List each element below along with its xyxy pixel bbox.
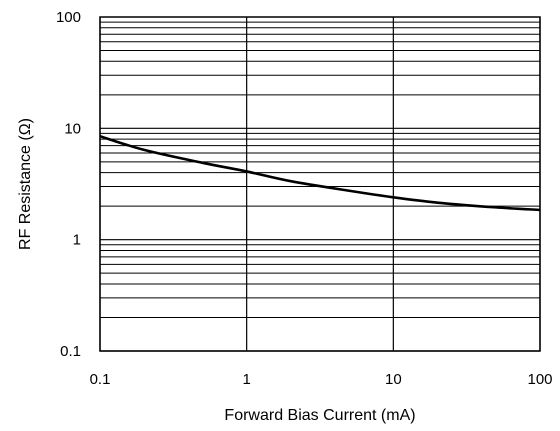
y-gridlines	[100, 21, 540, 352]
plot-frame	[99, 16, 541, 352]
y-tick-label: 1	[73, 232, 81, 249]
y-tick-label: 100	[56, 9, 81, 26]
x-tick-labels: 0.1 1 10 100	[90, 371, 553, 388]
series-line-rf-resistance	[99, 134, 541, 212]
x-tick-label: 1	[242, 371, 250, 388]
x-axis-title: Forward Bias Current (mA)	[224, 407, 415, 424]
x-tick-label: 100	[527, 371, 552, 388]
y-tick-label: 10	[64, 120, 81, 137]
y-tick-labels: 0.1 1 10 100	[56, 9, 81, 360]
y-axis-title: RF Resistance (Ω)	[17, 118, 34, 250]
x-gridlines	[99, 17, 541, 351]
y-tick-label: 0.1	[60, 343, 81, 360]
x-tick-label: 10	[385, 371, 402, 388]
x-tick-label: 0.1	[90, 371, 111, 388]
